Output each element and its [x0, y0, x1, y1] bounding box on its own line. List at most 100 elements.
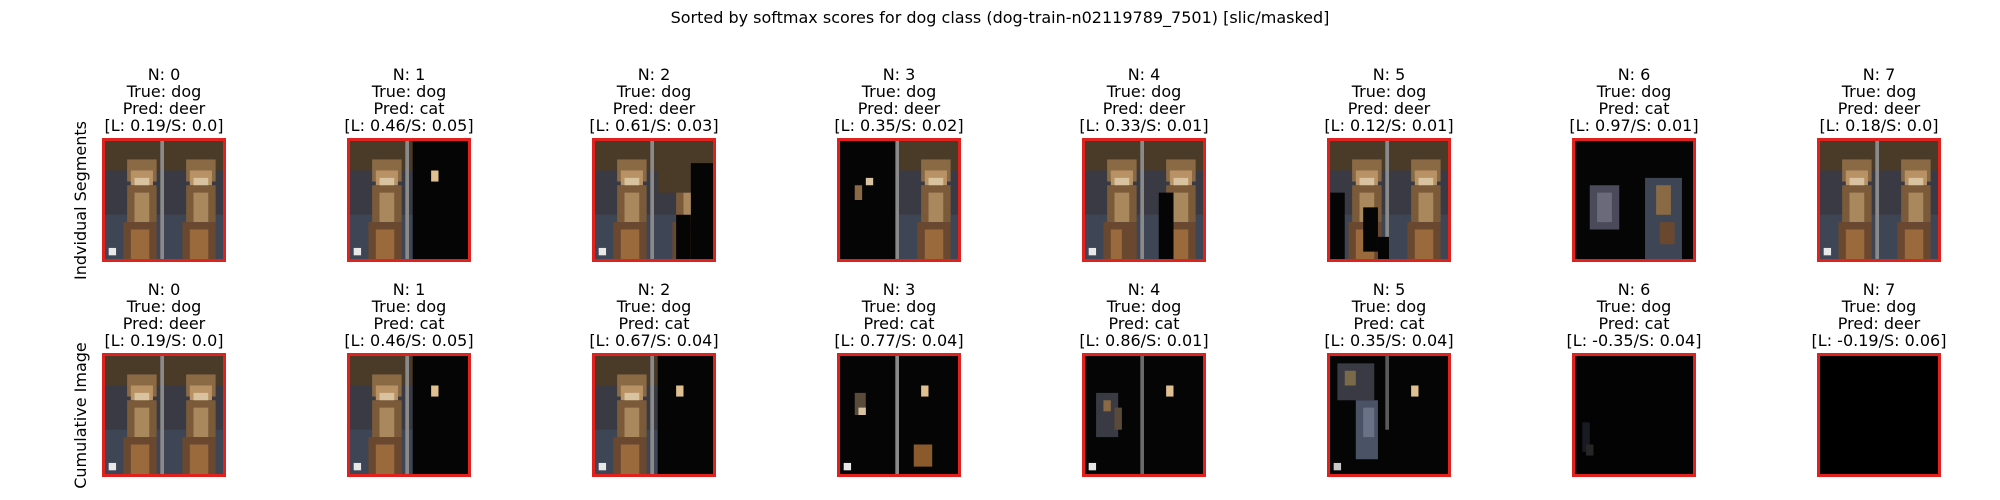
masked-dog-image [1085, 356, 1203, 474]
cell-n-label: N: 6 [1617, 280, 1651, 299]
cell-true-label: True: dog [371, 82, 447, 101]
masked-dog-image [1820, 141, 1938, 259]
masked-dog-image [1820, 356, 1938, 474]
cell-n-label: N: 3 [882, 65, 916, 84]
cell-true-label: True: dog [1351, 82, 1427, 101]
cell-true-label: True: dog [126, 82, 202, 101]
masked-dog-image [595, 356, 713, 474]
cell-score-label: [L: 0.97/S: 0.01] [1569, 116, 1699, 135]
cell-pred-label: Pred: cat [1598, 99, 1670, 118]
segment-image [1327, 138, 1451, 262]
cell-pred-label: Pred: deer [612, 99, 696, 118]
cell-true-label: True: dog [1596, 82, 1672, 101]
segment-image [592, 138, 716, 262]
cell-pred-label: Pred: deer [857, 99, 941, 118]
cell-title: N: 1 True: dog Pred: cat [L: 0.46/S: 0.05] [314, 66, 504, 134]
segment-image [1082, 138, 1206, 262]
cell-n-label: N: 5 [1372, 280, 1406, 299]
cell-pred-label: Pred: cat [1598, 314, 1670, 333]
cell-true-label: True: dog [1351, 297, 1427, 316]
masked-dog-image [1330, 356, 1448, 474]
cell-pred-label: Pred: deer [122, 314, 206, 333]
cell-title: N: 0 True: dog Pred: deer [L: 0.19/S: 0.0] [69, 281, 259, 349]
cell-n-label: N: 2 [637, 280, 671, 299]
segment-image [1817, 138, 1941, 262]
cell-title: N: 0 True: dog Pred: deer [L: 0.19/S: 0.0] [69, 66, 259, 134]
cell-n-label: N: 1 [392, 65, 426, 84]
row-label-0: Indvidual Segments [70, 120, 90, 280]
cell-title: N: 4 True: dog Pred: cat [L: 0.86/S: 0.01] [1049, 281, 1239, 349]
cell-pred-label: Pred: deer [1102, 99, 1186, 118]
cell-n-label: N: 1 [392, 280, 426, 299]
segment-image [1572, 353, 1696, 477]
figure-title: Sorted by softmax scores for dog class (… [670, 8, 1330, 27]
segment-image [1327, 353, 1451, 477]
masked-dog-image [595, 141, 713, 259]
cell-n-label: N: 5 [1372, 65, 1406, 84]
cell-pred-label: Pred: cat [863, 314, 935, 333]
cell-score-label: [L: 0.46/S: 0.05] [344, 116, 474, 135]
cell-true-label: True: dog [861, 82, 937, 101]
cell-title: N: 4 True: dog Pred: deer [L: 0.33/S: 0.01] [1049, 66, 1239, 134]
masked-dog-image [840, 356, 958, 474]
segment-image [102, 353, 226, 477]
cell-score-label: [L: 0.35/S: 0.04] [1324, 331, 1454, 350]
cell-true-label: True: dog [1106, 297, 1182, 316]
cell-true-label: True: dog [1841, 297, 1917, 316]
masked-dog-image [1575, 141, 1693, 259]
cell-true-label: True: dog [616, 297, 692, 316]
cell-n-label: N: 3 [882, 280, 916, 299]
masked-dog-image [350, 356, 468, 474]
cell-n-label: N: 0 [147, 65, 181, 84]
segment-image [837, 353, 961, 477]
cell-true-label: True: dog [371, 297, 447, 316]
cell-pred-label: Pred: cat [1353, 314, 1425, 333]
cell-title: N: 6 True: dog Pred: cat [L: -0.35/S: 0.04] [1539, 281, 1729, 349]
cell-n-label: N: 7 [1862, 280, 1896, 299]
cell-title: N: 3 True: dog Pred: cat [L: 0.77/S: 0.04] [804, 281, 994, 349]
row-label-1: Cumulative Image [70, 341, 90, 489]
cell-pred-label: Pred: cat [373, 314, 445, 333]
cell-pred-label: Pred: deer [1347, 99, 1431, 118]
cell-title: N: 5 True: dog Pred: deer [L: 0.12/S: 0.01] [1294, 66, 1484, 134]
masked-dog-image [1085, 141, 1203, 259]
segment-image [837, 138, 961, 262]
cell-score-label: [L: 0.46/S: 0.05] [344, 331, 474, 350]
segment-image [347, 138, 471, 262]
cell-n-label: N: 4 [1127, 65, 1161, 84]
cell-score-label: [L: 0.33/S: 0.01] [1079, 116, 1209, 135]
cell-title: N: 2 True: dog Pred: deer [L: 0.61/S: 0.03] [559, 66, 749, 134]
cell-score-label: [L: 0.35/S: 0.02] [834, 116, 964, 135]
cell-title: N: 7 True: dog Pred: deer [L: 0.18/S: 0.0] [1784, 66, 1974, 134]
cell-title: N: 7 True: dog Pred: deer [L: -0.19/S: 0.06… [1784, 281, 1974, 349]
segment-image [1572, 138, 1696, 262]
cell-pred-label: Pred: cat [618, 314, 690, 333]
segment-image [347, 353, 471, 477]
cell-score-label: [L: 0.86/S: 0.01] [1079, 331, 1209, 350]
cell-pred-label: Pred: deer [122, 99, 206, 118]
cell-score-label: [L: 0.67/S: 0.04] [589, 331, 719, 350]
cell-score-label: [L: 0.19/S: 0.0] [104, 331, 224, 350]
cell-true-label: True: dog [1841, 82, 1917, 101]
cell-score-label: [L: -0.19/S: 0.06] [1811, 331, 1947, 350]
masked-dog-image [1330, 141, 1448, 259]
cell-score-label: [L: 0.77/S: 0.04] [834, 331, 964, 350]
cell-score-label: [L: -0.35/S: 0.04] [1566, 331, 1702, 350]
cell-title: N: 1 True: dog Pred: cat [L: 0.46/S: 0.05] [314, 281, 504, 349]
cell-title: N: 6 True: dog Pred: cat [L: 0.97/S: 0.01] [1539, 66, 1729, 134]
segment-image [1817, 353, 1941, 477]
segment-image [102, 138, 226, 262]
cell-n-label: N: 0 [147, 280, 181, 299]
segment-image [1082, 353, 1206, 477]
cell-title: N: 2 True: dog Pred: cat [L: 0.67/S: 0.04] [559, 281, 749, 349]
cell-title: N: 3 True: dog Pred: deer [L: 0.35/S: 0.02] [804, 66, 994, 134]
cell-score-label: [L: 0.18/S: 0.0] [1819, 116, 1939, 135]
cell-score-label: [L: 0.61/S: 0.03] [589, 116, 719, 135]
masked-dog-image [105, 356, 223, 474]
cell-n-label: N: 6 [1617, 65, 1651, 84]
cell-pred-label: Pred: cat [373, 99, 445, 118]
cell-true-label: True: dog [861, 297, 937, 316]
masked-dog-image [1575, 356, 1693, 474]
cell-score-label: [L: 0.12/S: 0.01] [1324, 116, 1454, 135]
cell-n-label: N: 2 [637, 65, 671, 84]
